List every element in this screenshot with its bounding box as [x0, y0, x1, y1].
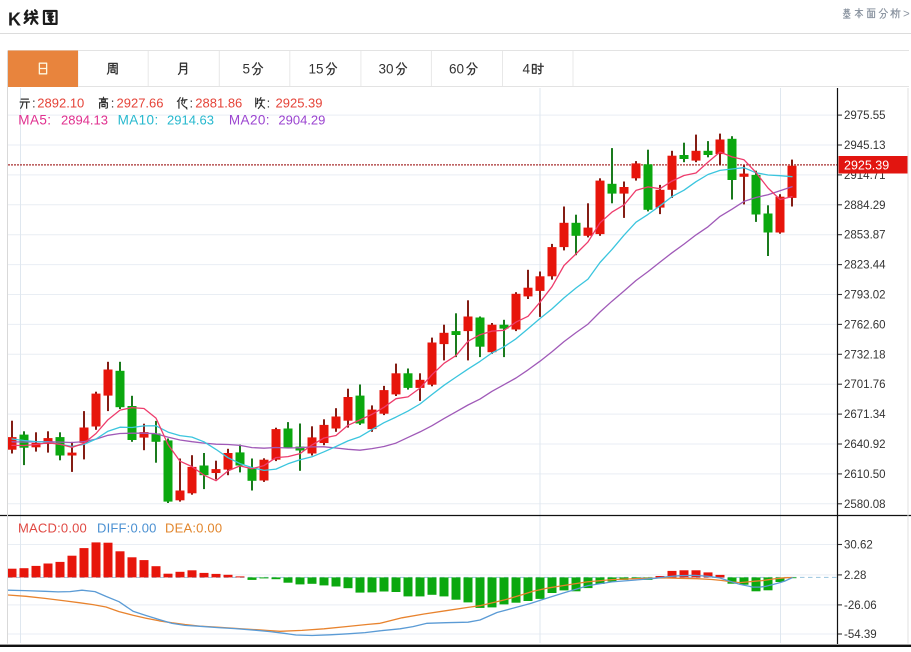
- svg-text:2640.92: 2640.92: [844, 439, 886, 451]
- svg-text:2732.18: 2732.18: [844, 349, 886, 361]
- svg-text:2823.44: 2823.44: [844, 260, 886, 272]
- svg-text::: :: [32, 96, 36, 111]
- svg-text:-26.06: -26.06: [844, 600, 877, 612]
- svg-text:2610.50: 2610.50: [844, 469, 886, 481]
- svg-text:2793.02: 2793.02: [844, 290, 886, 302]
- svg-text:2914.63: 2914.63: [167, 113, 214, 128]
- svg-text:2925.39: 2925.39: [844, 159, 889, 173]
- svg-text:2.28: 2.28: [844, 570, 866, 582]
- svg-text:DEA:0.00: DEA:0.00: [165, 521, 222, 536]
- svg-text:5: 5: [243, 62, 251, 77]
- svg-text:K: K: [8, 10, 21, 30]
- svg-text:30.62: 30.62: [844, 540, 873, 552]
- svg-text::: :: [190, 96, 194, 111]
- svg-text:MACD:0.00: MACD:0.00: [18, 521, 87, 536]
- svg-text:2975.55: 2975.55: [844, 110, 886, 122]
- svg-text:2671.34: 2671.34: [844, 409, 886, 421]
- svg-text::: :: [111, 96, 115, 111]
- svg-text:2904.29: 2904.29: [278, 113, 325, 128]
- svg-text:2881.86: 2881.86: [195, 96, 242, 111]
- svg-text:2892.10: 2892.10: [37, 96, 84, 111]
- svg-text:2580.08: 2580.08: [844, 499, 886, 511]
- svg-text:30: 30: [379, 62, 394, 77]
- svg-text:2925.39: 2925.39: [276, 96, 323, 111]
- svg-text:MA10:: MA10:: [118, 113, 159, 128]
- svg-text:>: >: [903, 9, 910, 21]
- svg-text:4: 4: [523, 62, 531, 77]
- svg-text:2894.13: 2894.13: [61, 113, 108, 128]
- svg-text:2701.76: 2701.76: [844, 379, 886, 391]
- svg-text:-54.39: -54.39: [844, 629, 877, 641]
- svg-text:MA20:: MA20:: [229, 113, 270, 128]
- svg-text:2762.60: 2762.60: [844, 319, 886, 331]
- svg-text:15: 15: [309, 62, 324, 77]
- svg-text:2884.29: 2884.29: [844, 200, 886, 212]
- svg-text:DIFF:0.00: DIFF:0.00: [97, 521, 157, 536]
- svg-text:2927.66: 2927.66: [117, 96, 164, 111]
- svg-text:MA5:: MA5:: [18, 113, 51, 128]
- svg-text:60: 60: [449, 62, 464, 77]
- svg-text:2853.87: 2853.87: [844, 230, 886, 242]
- svg-text::: :: [267, 96, 271, 111]
- svg-text:2945.13: 2945.13: [844, 140, 886, 152]
